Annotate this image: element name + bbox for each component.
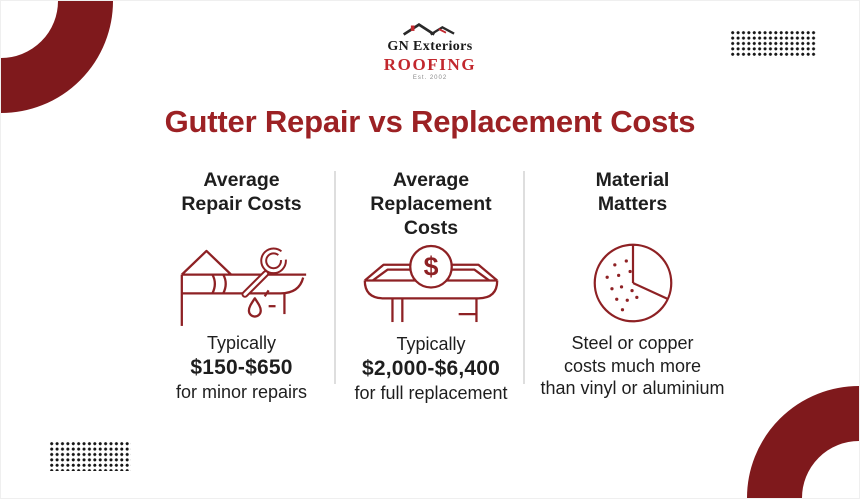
column-heading: Material Matters (595, 169, 670, 215)
dot-grid-bottom-left (49, 441, 131, 471)
gutter-wrench-icon (180, 242, 306, 326)
roof-logo-icon (403, 22, 455, 36)
page-title: Gutter Repair vs Replacement Costs (164, 104, 696, 139)
column-divider (523, 171, 525, 384)
corner-arc-top-left (1, 1, 113, 113)
brand-logo: GN Exteriors ROOFING Est. 2002 (384, 21, 476, 81)
column-body: Steel or copper costs much more than vin… (540, 332, 724, 400)
column-heading: Average Replacement Costs (370, 169, 492, 239)
brand-name: GN Exteriors (387, 39, 473, 54)
gutter-dollar-icon: $ (363, 245, 499, 323)
column-replacement-costs: Average Replacement Costs $ Typically (341, 169, 521, 405)
brand-roofing-label: ROOFING (383, 55, 477, 74)
wrench-glyph (241, 242, 293, 298)
column-repair-costs: Average Repair Costs (151, 169, 332, 404)
body-line: for full replacement (354, 383, 508, 404)
cost-range-value: $2,000-$6,400 (361, 357, 501, 381)
body-line: Typically (206, 333, 276, 353)
body-line: for minor repairs (175, 382, 308, 403)
icon-area (168, 239, 316, 327)
pie-dots (605, 259, 638, 312)
corner-arc-bottom-right (747, 386, 859, 498)
body-line: costs much more (563, 355, 702, 376)
icon-area (589, 239, 677, 327)
brand-established-label: Est. 2002 (412, 75, 448, 81)
column-divider (334, 171, 336, 384)
dollar-sign-glyph: $ (424, 252, 439, 282)
pie-chart-icon (593, 243, 672, 323)
column-heading: Average Repair Costs (181, 169, 302, 215)
icon-area: $ (356, 240, 506, 328)
body-line: than vinyl or aluminium (540, 378, 725, 399)
column-body: Typically $2,000-$6,400 for full replace… (354, 333, 507, 405)
body-line: Steel or copper (571, 333, 694, 353)
body-line: Typically (396, 334, 466, 355)
dot-grid-top-right (730, 30, 816, 58)
column-body: Typically $150-$650 for minor repairs (176, 332, 307, 404)
cost-range-value: $150-$650 (190, 355, 293, 379)
column-material-matters: Material Matters Steel or copp (521, 169, 744, 400)
